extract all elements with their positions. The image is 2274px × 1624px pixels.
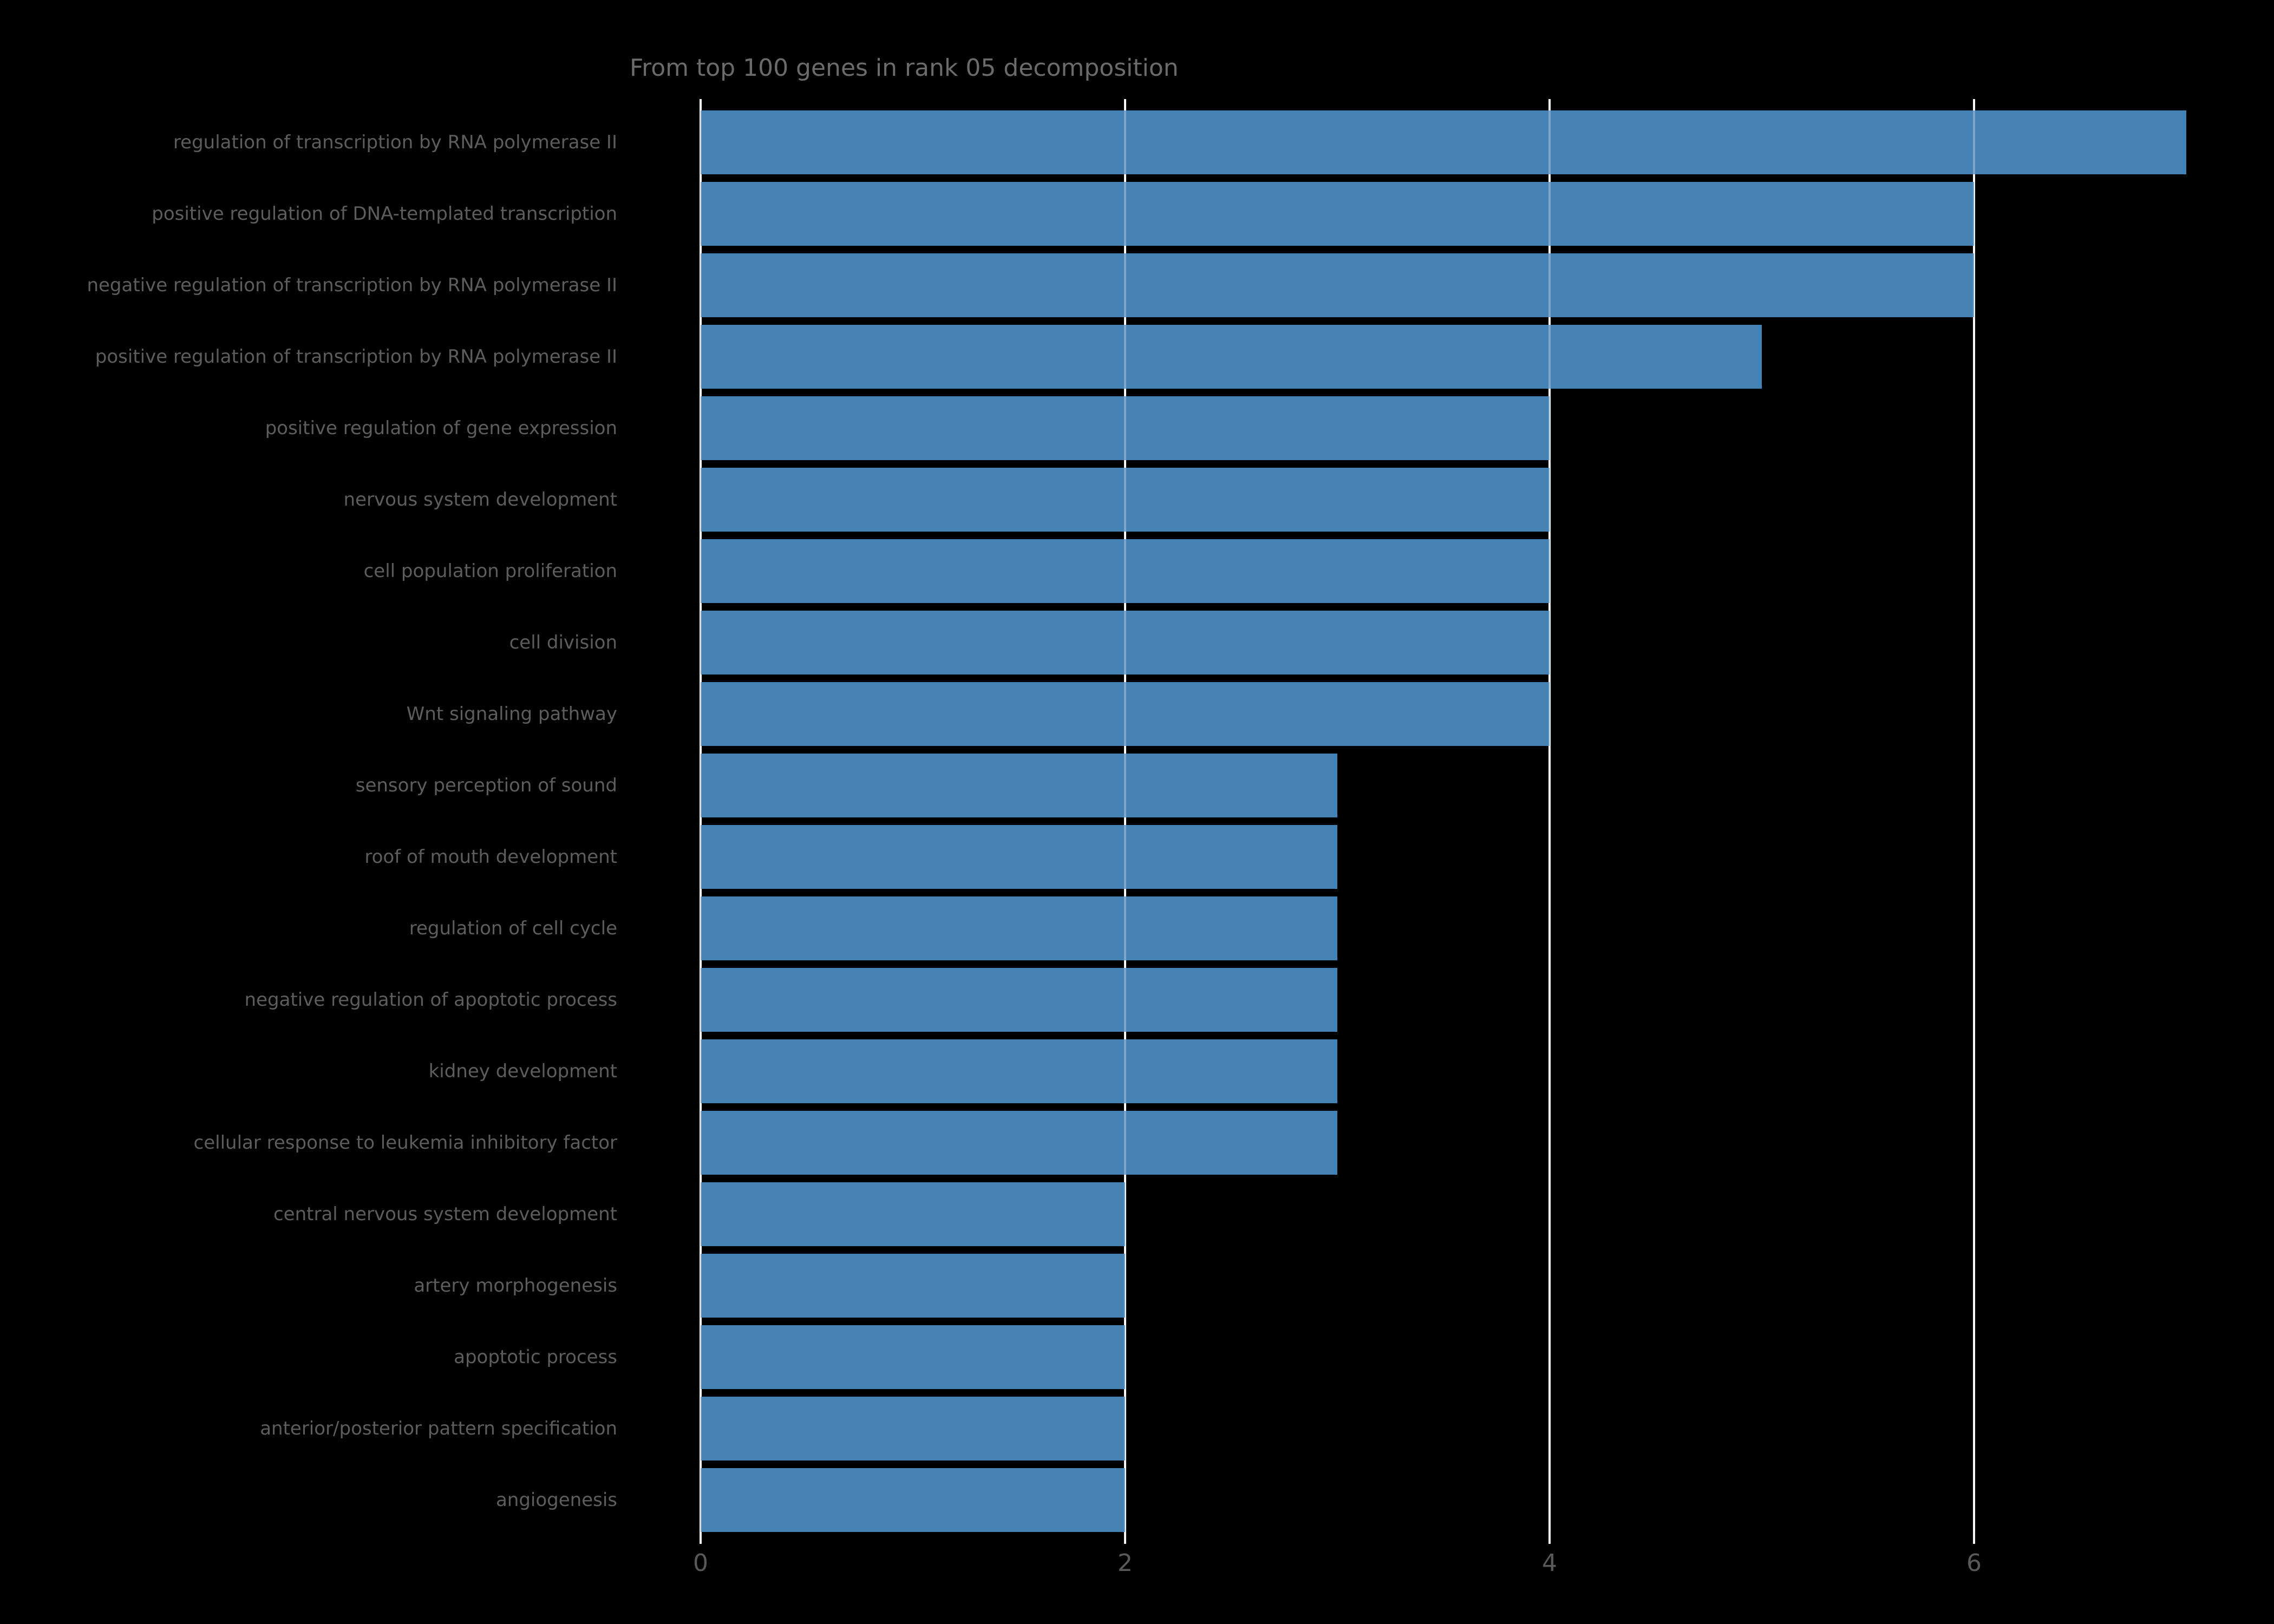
bar: [701, 539, 1550, 603]
x-tick-label: 0: [693, 1549, 708, 1577]
gridline: [1548, 99, 1551, 1544]
bar: [701, 253, 1974, 317]
gridline-overlay: [1548, 99, 1551, 1532]
bar: [701, 1182, 1125, 1246]
category-label: cellular response to leukemia inhibitory…: [193, 1132, 617, 1154]
category-label: artery morphogenesis: [414, 1275, 617, 1296]
bar: [701, 1039, 1337, 1103]
category-label: negative regulation of transcription by …: [87, 274, 617, 296]
bar: [701, 754, 1337, 817]
bar: [701, 825, 1337, 889]
category-label: positive regulation of gene expression: [265, 417, 617, 439]
bar: [701, 325, 1762, 389]
category-label: apoptotic process: [454, 1346, 617, 1368]
bar: [701, 396, 1550, 460]
category-label: positive regulation of DNA-templated tra…: [152, 203, 617, 225]
bar: [701, 896, 1337, 960]
category-label: roof of mouth development: [364, 846, 617, 868]
category-label: angiogenesis: [495, 1489, 617, 1511]
category-label: nervous system development: [343, 489, 617, 510]
x-tick-label: 4: [1542, 1549, 1557, 1577]
bar: [701, 110, 2186, 174]
x-tick-label: 6: [1966, 1549, 1982, 1577]
chart-title: From top 100 genes in rank 05 decomposit…: [630, 54, 1179, 82]
bar: [701, 968, 1337, 1032]
bar: [701, 1254, 1125, 1318]
category-label: sensory perception of sound: [355, 775, 617, 796]
bar: [701, 1468, 1125, 1532]
bar: [701, 182, 1974, 246]
bar: [701, 611, 1550, 675]
gridline: [700, 99, 702, 1544]
gridline-overlay: [700, 99, 702, 1532]
gridline: [1124, 99, 1126, 1544]
bar: [701, 1397, 1125, 1461]
category-label: negative regulation of apoptotic process: [244, 989, 617, 1011]
gridline-overlay: [1124, 99, 1126, 1532]
bar: [701, 468, 1550, 532]
category-label: kidney development: [428, 1060, 617, 1082]
bar: [701, 682, 1550, 746]
category-label: cell division: [509, 632, 617, 653]
x-tick-label: 2: [1118, 1549, 1133, 1577]
category-label: central nervous system development: [273, 1203, 617, 1225]
category-label: positive regulation of transcription by …: [95, 346, 617, 368]
bar: [701, 1111, 1337, 1175]
category-label: regulation of transcription by RNA polym…: [173, 132, 617, 153]
bar: [701, 1325, 1125, 1389]
gridline: [1973, 99, 1975, 1544]
category-label: Wnt signaling pathway: [406, 703, 617, 725]
gridline-overlay: [1973, 99, 1975, 1532]
category-label: cell population proliferation: [363, 560, 617, 582]
category-label: anterior/posterior pattern specification: [260, 1418, 617, 1439]
category-label: regulation of cell cycle: [409, 918, 617, 939]
